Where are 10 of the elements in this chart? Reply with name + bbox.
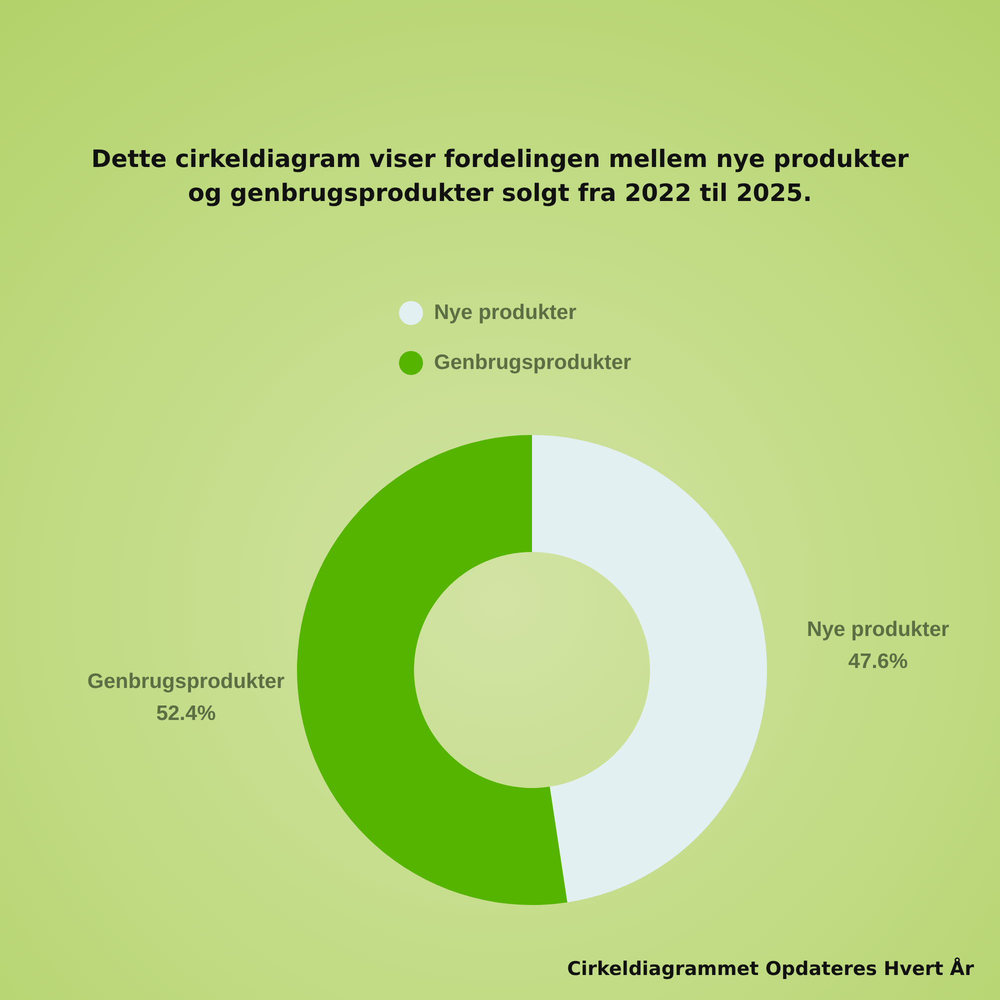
data-label: 52.4% xyxy=(156,702,216,726)
text: Cirkeldiagrammet Opdateres Hvert År xyxy=(567,958,974,980)
legend-label: Genbrugsprodukter xyxy=(434,351,632,375)
chart-title: Dette cirkeldiagram viser fordelingen mellem nye produkter og genbrugsprodukter solgt fra 2022 til 2025. xyxy=(90,144,910,209)
slice-label: Genbrugsprodukter xyxy=(87,670,285,694)
data-label: 47.6% xyxy=(848,650,908,673)
legend-label: Nye produkter xyxy=(434,301,576,325)
slice-label: Nye produkter xyxy=(806,618,950,641)
donut-slice xyxy=(297,435,568,905)
donut-slice xyxy=(532,435,767,902)
